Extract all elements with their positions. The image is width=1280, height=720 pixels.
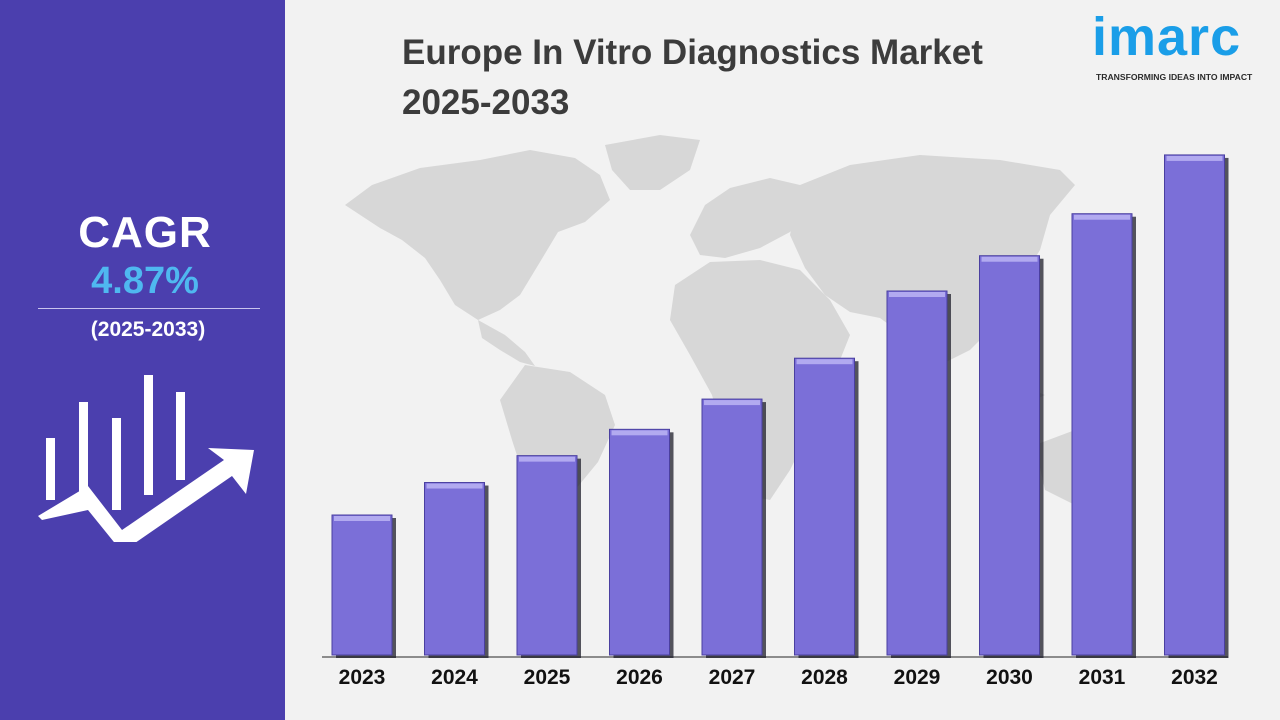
- x-tick-label: 2029: [894, 666, 941, 689]
- imarc-logo: imarc TRANSFORMING IDEAS INTO IMPACT: [1092, 7, 1268, 88]
- bar-2023: [331, 514, 393, 656]
- bar-top-highlight: [1166, 155, 1223, 161]
- map-central-america: [478, 320, 535, 366]
- x-tick-label: 2031: [1079, 666, 1126, 689]
- logo-wordmark: imarc: [1092, 7, 1242, 67]
- x-tick-label: 2025: [524, 666, 571, 689]
- growth-chart-icon: [38, 375, 254, 542]
- x-tick-label: 2032: [1171, 666, 1218, 689]
- bar-top-highlight: [334, 516, 390, 521]
- bar-top-highlight: [519, 456, 575, 462]
- bar-2027: [701, 398, 763, 656]
- logo-tagline: TRANSFORMING IDEAS INTO IMPACT: [1096, 72, 1253, 82]
- x-tick-label: 2024: [431, 666, 478, 689]
- cagr-label: CAGR: [78, 208, 212, 257]
- bar-2028: [794, 357, 855, 656]
- bar-2026: [609, 428, 670, 656]
- cagr-value: 4.87%: [91, 260, 199, 302]
- map-north-america: [345, 150, 610, 320]
- bar-2030: [979, 255, 1040, 656]
- x-tick-label: 2027: [709, 666, 756, 689]
- x-tick-label: 2030: [986, 666, 1033, 689]
- bar-top-highlight: [704, 400, 760, 406]
- bar-top-highlight: [981, 256, 1038, 262]
- bar-top-highlight: [426, 483, 483, 489]
- bar-2032: [1164, 154, 1225, 656]
- sidebar-panel: CAGR 4.87% (2025-2033): [0, 0, 285, 720]
- map-greenland: [605, 135, 700, 190]
- chart-title: Europe In Vitro Diagnostics Market 2025-…: [402, 28, 1062, 128]
- x-tick-label: 2028: [801, 666, 848, 689]
- x-tick-label: 2026: [616, 666, 663, 689]
- chart-title-line-1: Europe In Vitro Diagnostics Market: [402, 33, 983, 72]
- cagr-divider: [38, 308, 260, 309]
- bar-top-highlight: [796, 359, 853, 365]
- chart-title-line-2: 2025-2033: [402, 83, 570, 122]
- bar-top-highlight: [1074, 214, 1130, 220]
- bar-top-highlight: [889, 292, 945, 297]
- bar-top-highlight: [611, 430, 668, 436]
- map-europe: [690, 178, 810, 258]
- bar-2029: [886, 290, 948, 656]
- bar-2031: [1071, 213, 1133, 656]
- bar-2024: [424, 482, 485, 656]
- bar-2025: [516, 455, 578, 656]
- cagr-period: (2025-2033): [90, 318, 206, 341]
- x-tick-label: 2023: [339, 666, 386, 689]
